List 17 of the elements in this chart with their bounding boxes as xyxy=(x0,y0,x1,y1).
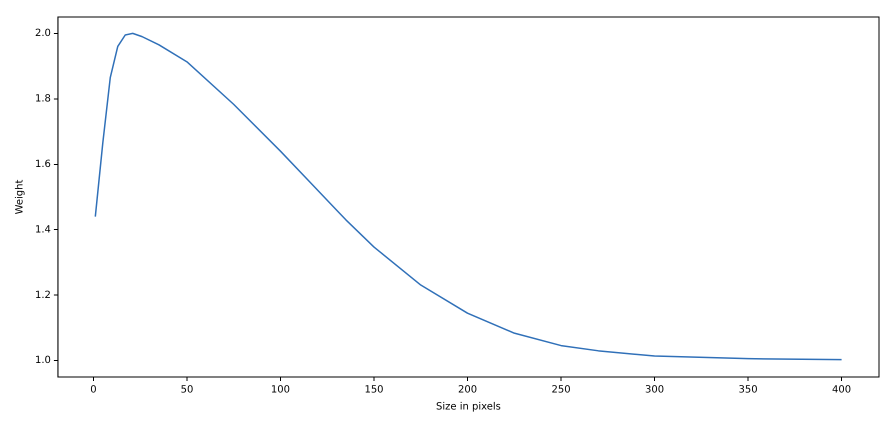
x-tick-label: 50 xyxy=(180,384,194,396)
x-tick-label: 150 xyxy=(364,384,384,396)
x-tick-label: 0 xyxy=(90,384,97,396)
y-tick-label: 1.8 xyxy=(34,93,51,104)
x-tick-label: 300 xyxy=(645,384,664,396)
y-tick-label: 1.0 xyxy=(34,355,51,366)
x-tick-label: 250 xyxy=(551,384,571,396)
y-tick-label: 1.2 xyxy=(34,290,51,301)
y-tick-label: 1.4 xyxy=(34,224,51,236)
y-axis-title: Weight xyxy=(14,180,26,214)
x-tick-label: 100 xyxy=(270,384,290,396)
y-tick-label: 1.6 xyxy=(34,158,51,170)
x-tick-label: 350 xyxy=(738,384,758,396)
x-tick-label: 200 xyxy=(458,384,478,396)
y-tick-label: 2.0 xyxy=(34,28,51,39)
x-axis-title: Size in pixels xyxy=(436,402,501,413)
x-tick-label: 400 xyxy=(832,384,852,396)
